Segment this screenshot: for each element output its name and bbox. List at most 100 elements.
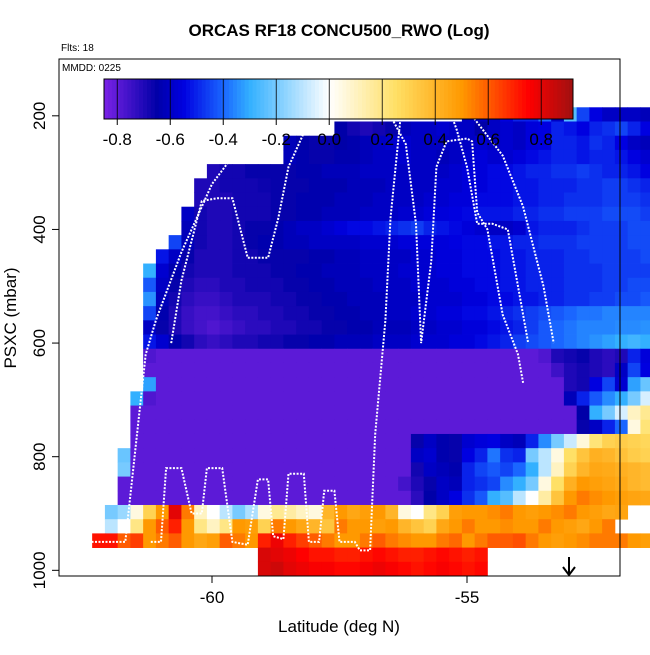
heatmap-cell bbox=[576, 135, 590, 151]
heatmap-cell bbox=[551, 405, 565, 421]
heatmap-cell bbox=[500, 178, 514, 193]
heatmap-cell bbox=[347, 334, 361, 350]
heatmap-cell bbox=[257, 504, 272, 520]
heatmap-cell bbox=[245, 504, 259, 520]
heatmap-cell bbox=[410, 547, 425, 563]
heatmap-cell bbox=[449, 519, 463, 534]
heatmap-cell bbox=[512, 476, 527, 492]
colorbar-swatch bbox=[569, 79, 574, 119]
heatmap-cell bbox=[270, 306, 284, 321]
heatmap-cell bbox=[347, 306, 361, 321]
colorbar-swatch bbox=[170, 79, 175, 119]
heatmap-cell bbox=[563, 164, 578, 179]
heatmap-cell bbox=[232, 490, 246, 506]
heatmap-cell bbox=[627, 334, 641, 350]
heatmap-cell bbox=[257, 433, 272, 449]
heatmap-cell bbox=[449, 121, 463, 137]
heatmap-cell bbox=[385, 135, 399, 151]
heatmap-cell bbox=[449, 490, 463, 506]
colorbar-swatch bbox=[287, 79, 293, 119]
colorbar-swatch bbox=[154, 79, 160, 119]
colorbar-swatch bbox=[412, 79, 418, 119]
heatmap-cell bbox=[334, 348, 348, 364]
heatmap-cell bbox=[576, 405, 590, 421]
heatmap-cell bbox=[308, 433, 323, 449]
heatmap-cell bbox=[461, 334, 476, 350]
heatmap-cell bbox=[410, 178, 425, 193]
heatmap-cell bbox=[270, 164, 284, 179]
heatmap-cell bbox=[296, 149, 310, 165]
heatmap-cell bbox=[194, 377, 208, 392]
heatmap-cell bbox=[296, 220, 310, 236]
heatmap-cell bbox=[449, 391, 463, 406]
heatmap-cell bbox=[449, 405, 463, 421]
heatmap-cell bbox=[168, 277, 182, 293]
heatmap-cell bbox=[232, 519, 246, 534]
heatmap-cell bbox=[359, 192, 374, 208]
heatmap-cell bbox=[283, 291, 297, 307]
heatmap-cell bbox=[461, 206, 476, 222]
heatmap-cell bbox=[372, 306, 386, 321]
heatmap-cell bbox=[219, 291, 233, 307]
heatmap-cell bbox=[487, 306, 501, 321]
heatmap-cell bbox=[410, 164, 425, 179]
heatmap-cell bbox=[436, 135, 450, 151]
heatmap-cell bbox=[321, 377, 335, 392]
colorbar-swatch bbox=[455, 79, 461, 119]
heatmap-cell bbox=[257, 320, 272, 335]
heatmap-cell bbox=[206, 220, 221, 236]
heatmap-cell bbox=[232, 433, 246, 449]
heatmap-cell bbox=[359, 164, 374, 179]
heatmap-cell bbox=[219, 277, 233, 293]
heatmap-cell bbox=[614, 192, 629, 208]
heatmap-cell bbox=[423, 178, 437, 193]
heatmap-cell bbox=[257, 348, 272, 364]
heatmap-cell bbox=[398, 433, 412, 449]
heatmap-cell bbox=[398, 178, 412, 193]
heatmap-cell bbox=[525, 504, 539, 520]
heatmap-cell bbox=[461, 291, 476, 307]
heatmap-cell bbox=[296, 192, 310, 208]
heatmap-cell bbox=[449, 533, 463, 548]
heatmap-cell bbox=[640, 490, 650, 506]
heatmap-cell bbox=[359, 419, 374, 435]
heatmap-cell bbox=[181, 462, 195, 477]
heatmap-cell bbox=[130, 533, 144, 548]
heatmap-cell bbox=[563, 362, 578, 378]
colorbar-swatch bbox=[205, 79, 211, 119]
colorbar-swatch bbox=[428, 79, 433, 119]
heatmap-cell bbox=[372, 419, 386, 435]
heatmap-cell bbox=[461, 121, 476, 137]
heatmap-cell bbox=[245, 164, 259, 179]
heatmap-cell bbox=[206, 192, 221, 208]
heatmap-cell bbox=[143, 306, 157, 321]
heatmap-cell bbox=[270, 249, 284, 264]
heatmap-cell bbox=[589, 334, 603, 350]
heatmap-cell bbox=[385, 405, 399, 421]
heatmap-cell bbox=[296, 348, 310, 364]
heatmap-cell bbox=[334, 433, 348, 449]
heatmap-cell bbox=[474, 448, 488, 463]
heatmap-cell bbox=[436, 391, 450, 406]
heatmap-cell bbox=[245, 306, 259, 321]
heatmap-cell bbox=[359, 519, 374, 534]
heatmap-cell bbox=[385, 320, 399, 335]
heatmap-cell bbox=[359, 135, 374, 151]
heatmap-cell bbox=[602, 192, 616, 208]
heatmap-cell bbox=[245, 462, 259, 477]
heatmap-cell bbox=[512, 149, 527, 165]
heatmap-cell bbox=[436, 348, 450, 364]
heatmap-cell bbox=[245, 448, 259, 463]
heatmap-cell bbox=[359, 377, 374, 392]
heatmap-cell bbox=[525, 519, 539, 534]
heatmap-cell bbox=[181, 405, 195, 421]
heatmap-cell bbox=[308, 419, 323, 435]
heatmap-cell bbox=[423, 476, 437, 492]
heatmap-cell bbox=[117, 490, 131, 506]
heatmap-cell bbox=[206, 490, 221, 506]
heatmap-cell bbox=[423, 547, 437, 563]
colorbar-swatch bbox=[111, 79, 117, 119]
heatmap-cell bbox=[206, 306, 221, 321]
heatmap-cell bbox=[181, 533, 195, 548]
heatmap-cell bbox=[436, 405, 450, 421]
